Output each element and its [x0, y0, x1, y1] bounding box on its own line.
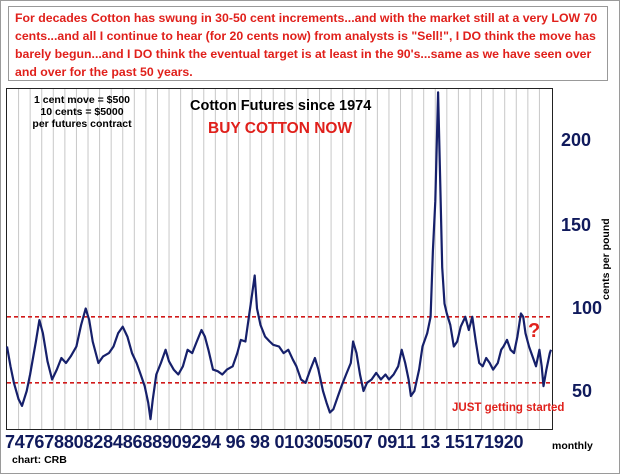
cotton-price-line — [5, 91, 553, 421]
contract-note-line3: per futures contract — [32, 118, 132, 130]
x-tick-labels: 7476788082848688909294 96 98 0103050507 … — [5, 432, 524, 452]
y-axis-label: cents per pound — [600, 218, 612, 300]
question-mark-annotation: ? — [528, 320, 541, 342]
commentary-banner: For decades Cotton has swung in 30-50 ce… — [8, 6, 608, 81]
just-getting-started-annotation: JUST getting started — [452, 402, 565, 414]
contract-note-line2: 10 cents = $5000 — [40, 106, 124, 118]
y-tick-label: 150 — [561, 215, 592, 235]
contract-note-line1: 1 cent move = $500 — [33, 94, 131, 106]
y-tick-label: 100 — [572, 298, 603, 318]
x-axis-label: monthly — [552, 440, 593, 452]
y-tick-label: 50 — [572, 381, 593, 401]
chart-title: Cotton Futures since 1974 — [190, 98, 372, 114]
plot-area — [6, 88, 553, 430]
chart-credit: chart: CRB — [12, 454, 67, 466]
chart-subtitle: BUY COTTON NOW — [208, 120, 353, 137]
y-tick-label: 200 — [561, 130, 592, 150]
contract-note: 1 cent move = $500 10 cents = $5000 per … — [28, 94, 136, 130]
